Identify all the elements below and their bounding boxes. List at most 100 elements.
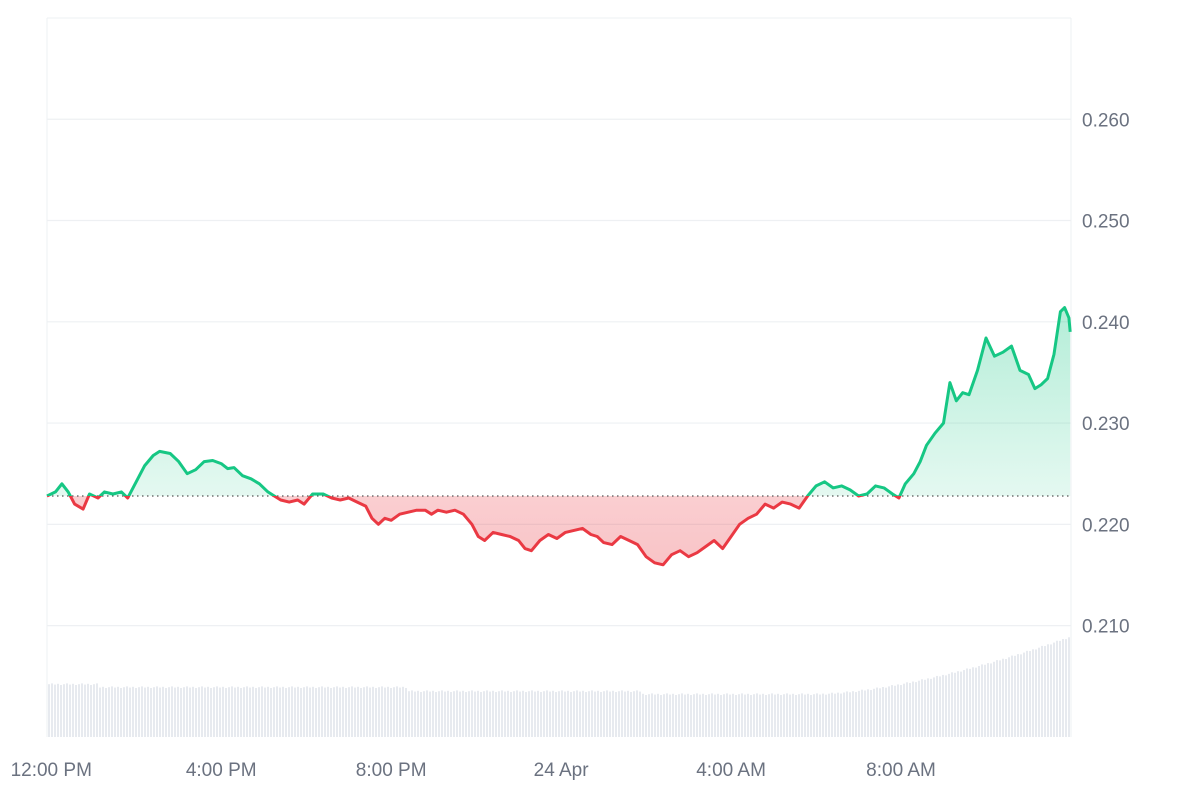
volume-bar [636,690,638,737]
volume-bar [1020,654,1022,737]
volume-bar [1041,645,1043,737]
volume-bar [105,688,107,737]
volume-bar [741,693,743,737]
volume-bar [747,693,749,737]
volume-bar [672,693,674,737]
volume-bar [372,686,374,737]
volume-bar [309,687,311,737]
volume-bar [66,683,68,737]
volume-bar [777,693,779,737]
volume-bar [168,687,170,737]
price-lines [46,306,1072,567]
volume-bar [513,691,515,737]
volume-bar [1065,639,1067,737]
volume-bar [330,688,332,737]
volume-bar [846,691,848,737]
volume-bar [600,692,602,737]
volume-bar [930,678,932,737]
volume-bar [276,686,278,737]
volume-bar [465,692,467,737]
volume-bar [489,691,491,737]
volume-bar [915,682,917,737]
volume-bar [54,684,56,737]
volume-bar [852,691,854,737]
volume-bar [453,691,455,737]
volume-bar [252,686,254,737]
volume-bar [348,687,350,737]
volume-bar [660,695,662,737]
volume-bar [267,686,269,737]
volume-bar [951,672,953,737]
volume-bar [504,691,506,737]
y-tick-label: 0.260 [1082,110,1130,131]
volume-bar [1062,639,1064,737]
volume-bar [375,688,377,737]
volume-bar [219,687,221,737]
volume-bar [63,684,65,737]
volume-bar [441,690,443,737]
volume-bar [729,694,731,737]
volume-bar [807,693,809,737]
volume-bar [903,683,905,737]
volume-bar [510,692,512,737]
volume-bar [1011,655,1013,737]
volume-bar [879,688,881,737]
volume-bar [207,686,209,737]
volume-bar [726,693,728,737]
volume-bar [1035,649,1037,737]
volume-bar [945,675,947,737]
volume-bar [390,688,392,737]
volume-bar [381,686,383,737]
volume-bar [135,688,137,737]
volume-bar [993,661,995,737]
volume-bar [783,694,785,737]
volume-bar [891,685,893,737]
volume-bar [48,684,50,737]
volume-bar [75,685,77,737]
volume-bar [765,695,767,737]
volume-bar [405,688,407,737]
volume-bar [354,687,356,737]
volume-bar [867,689,869,737]
volume-bar [687,693,689,737]
volume-bar [1005,659,1007,737]
volume-bar [720,695,722,737]
x-tick-label: 24 Apr [534,760,590,781]
volume-bar [450,692,452,737]
volume-bar [588,691,590,737]
volume-bar [243,687,245,737]
volume-bar [369,687,371,737]
volume-bar [444,691,446,737]
volume-bar [129,687,131,737]
volume-bar [933,677,935,737]
volume-bar [222,686,224,737]
volume-bar [723,694,725,737]
volume-bar [948,673,950,737]
volume-bar [546,690,548,737]
volume-bar [531,690,533,737]
volume-bar [378,687,380,737]
volume-bar [468,691,470,737]
volume-bar [990,663,992,737]
volume-bar [708,694,710,737]
volume-bar [693,694,695,737]
volume-bar [744,694,746,737]
volume-bar [558,691,560,737]
volume-bar [630,692,632,737]
volume-bar [477,690,479,737]
volume-bar [339,687,341,737]
volume-bar [666,693,668,737]
volume-bar [402,686,404,737]
volume-bar [357,686,359,737]
volume-bar [195,688,197,737]
y-axis-ticks: 0.210 0.220 0.230 0.240 0.250 0.260 [1082,110,1130,637]
volume-bar [786,693,788,737]
volume-bar [957,671,959,737]
volume-bar [711,693,713,737]
x-tick-label: 8:00 AM [866,760,936,781]
volume-bar [981,664,983,737]
volume-bar [240,688,242,737]
volume-bar [162,686,164,737]
volume-bar [927,678,929,737]
